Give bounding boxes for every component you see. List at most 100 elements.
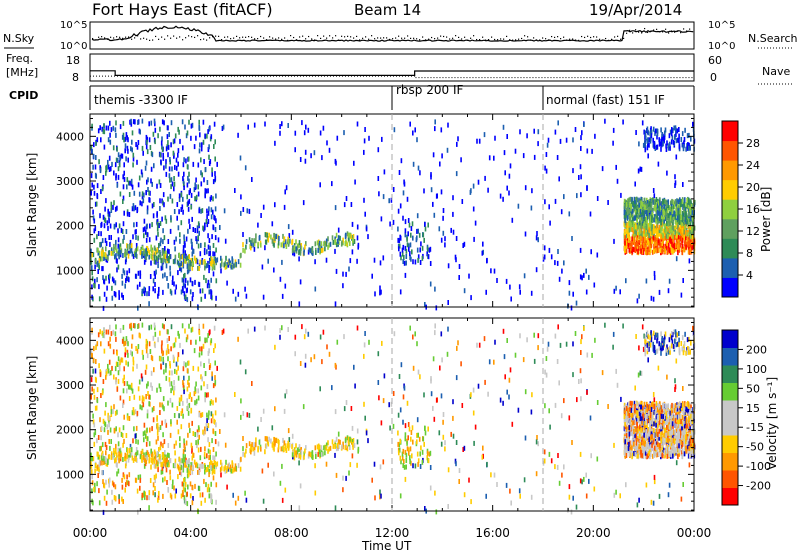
echo-cell	[670, 131, 673, 137]
echo-cell	[196, 429, 199, 435]
echo-cell	[100, 435, 102, 441]
echo-cell	[155, 439, 158, 445]
echo-cell	[181, 261, 184, 267]
echo-cell	[210, 418, 213, 424]
echo-cell	[646, 145, 649, 151]
noise-search-dot	[581, 35, 583, 38]
echo-cell	[178, 263, 181, 269]
echo-cell	[210, 399, 213, 405]
echo-cell	[119, 360, 121, 366]
echo-cell	[199, 455, 202, 461]
echo-cell	[429, 485, 432, 491]
echo-cell	[670, 248, 673, 254]
echo-cell	[631, 236, 633, 242]
echo-cell	[93, 282, 95, 288]
echo-cell	[153, 474, 156, 480]
echo-cell	[182, 277, 185, 283]
echo-cell	[135, 346, 137, 351]
echo-cell	[156, 422, 159, 428]
echo-cell	[207, 414, 210, 420]
echo-cell	[185, 337, 188, 343]
echo-cell	[170, 142, 172, 148]
echo-cell	[412, 259, 414, 265]
echo-cell	[149, 274, 152, 279]
echo-cell	[585, 472, 587, 478]
echo-cell	[169, 254, 171, 260]
echo-cell	[94, 482, 96, 488]
echo-cell	[103, 291, 106, 297]
noise-search-dot	[149, 39, 151, 41]
echo-cell	[99, 125, 101, 131]
echo-cell	[123, 176, 126, 182]
echo-cell	[220, 268, 222, 274]
noise-search-dot	[689, 28, 691, 30]
echo-cell	[191, 296, 194, 302]
echo-cell	[666, 374, 668, 380]
echo-cell	[91, 265, 93, 271]
echo-cell	[439, 365, 441, 371]
echo-cell	[373, 461, 376, 467]
echo-cell	[168, 370, 171, 376]
echo-cell	[441, 357, 443, 363]
noise-search-dot	[107, 38, 109, 40]
echo-cell	[447, 122, 449, 128]
echo-cell	[196, 432, 199, 438]
echo-cell	[119, 156, 121, 162]
noise-search-dot	[656, 28, 658, 30]
echo-cell	[212, 428, 214, 434]
echo-cell	[667, 208, 669, 214]
echo-cell	[506, 338, 508, 343]
echo-cell	[576, 193, 578, 199]
echo-cell	[151, 255, 154, 261]
echo-cell	[90, 252, 93, 258]
echo-cell	[502, 196, 504, 202]
echo-cell	[159, 356, 162, 362]
echo-cell	[182, 449, 185, 455]
echo-cell	[349, 241, 351, 246]
echo-cell	[410, 256, 412, 262]
echo-cell	[622, 323, 624, 329]
echo-cell	[178, 252, 181, 258]
echo-cell	[337, 439, 340, 445]
echo-cell	[237, 259, 240, 265]
echo-cell	[674, 387, 676, 392]
echo-cell	[165, 171, 168, 177]
echo-cell	[640, 227, 643, 233]
echo-cell	[656, 244, 658, 250]
echo-cell	[253, 122, 256, 128]
echo-cell	[125, 276, 128, 282]
echo-cell	[99, 168, 102, 174]
echo-cell	[97, 128, 100, 134]
echo-cell	[239, 155, 242, 161]
echo-cell	[689, 217, 691, 223]
echo-cell	[203, 274, 205, 280]
echo-cell	[113, 374, 115, 380]
echo-cell	[417, 254, 420, 260]
echo-cell	[127, 250, 130, 256]
echo-cell	[105, 479, 107, 485]
echo-cell	[107, 329, 110, 335]
echo-cell	[189, 188, 191, 194]
echo-cell	[351, 425, 354, 431]
echo-cell	[152, 250, 154, 256]
echo-cell	[556, 155, 559, 160]
echo-cell	[665, 205, 667, 211]
echo-cell	[212, 383, 215, 389]
echo-cell	[678, 144, 681, 150]
echo-cell	[645, 278, 648, 284]
echo-cell	[298, 301, 301, 307]
echo-cell	[159, 330, 161, 336]
echo-cell	[125, 482, 127, 488]
echo-cell	[364, 415, 366, 421]
echo-cell	[646, 126, 649, 132]
echo-cell	[680, 496, 683, 502]
echo-cell	[129, 443, 132, 449]
echo-cell	[442, 215, 444, 221]
echo-cell	[681, 211, 684, 217]
cpid-mode-2: rbsp 200 IF	[396, 83, 463, 97]
echo-cell	[116, 267, 118, 273]
echo-cell	[251, 238, 253, 244]
echo-cell	[686, 219, 688, 225]
echo-cell	[652, 296, 655, 302]
